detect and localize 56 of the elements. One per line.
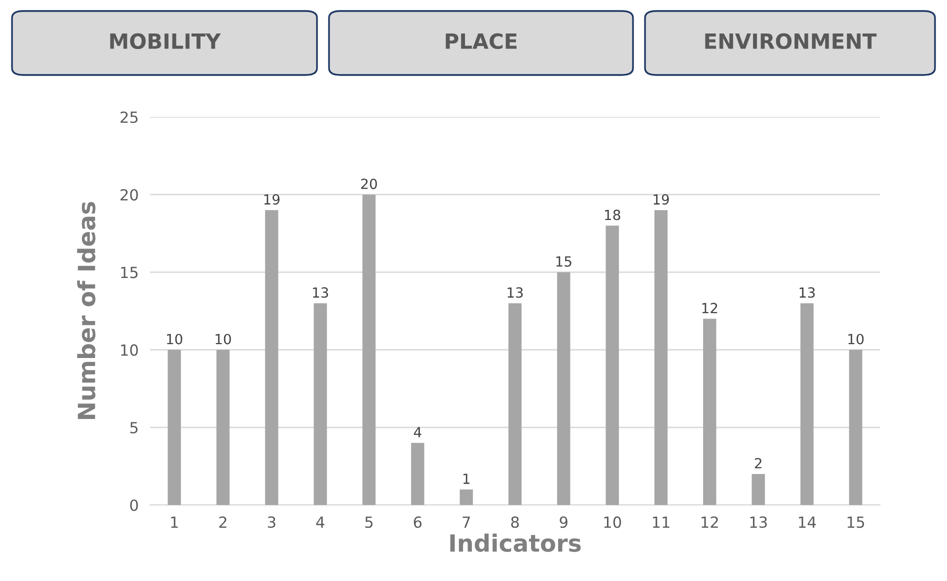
bar	[752, 474, 765, 505]
bar	[265, 210, 278, 505]
x-tick-label: 2	[219, 516, 226, 528]
y-tick-label: 20	[120, 189, 138, 201]
y-tick-label: 5	[130, 422, 138, 434]
x-tick-label: 9	[560, 516, 568, 528]
bar	[654, 210, 668, 505]
bar	[849, 350, 862, 505]
y-axis-title: Number of Ideas	[77, 202, 96, 420]
data-label: 20	[361, 178, 377, 190]
data-label: 15	[556, 256, 572, 267]
bar	[314, 303, 327, 505]
bar	[460, 489, 473, 505]
x-tick-label: 11	[652, 516, 670, 528]
data-label: 13	[508, 287, 523, 298]
x-tick-label: 14	[798, 516, 816, 528]
x-tick-label: 7	[462, 516, 470, 528]
text: ENVIRONMENT	[705, 33, 877, 50]
bar	[411, 442, 424, 505]
text: PLACE	[446, 33, 517, 50]
x-tick-label: 5	[365, 516, 373, 528]
data-label: 12	[702, 302, 718, 314]
data-label: 10	[848, 334, 864, 344]
y-tick-label: 10	[121, 344, 138, 356]
data-label: 1	[463, 474, 470, 484]
bar	[508, 303, 522, 505]
data-label: 18	[605, 210, 620, 220]
data-label: 13	[800, 287, 815, 298]
x-tick-label: 4	[316, 516, 324, 528]
x-tick-label: 8	[511, 516, 519, 528]
x-axis-title: Indicators	[450, 534, 581, 552]
x-tick-label: 12	[702, 516, 718, 528]
x-tick-label: 13	[750, 516, 767, 528]
bar	[362, 194, 376, 505]
bar	[168, 350, 181, 505]
bar	[216, 350, 230, 505]
data-label: 19	[264, 194, 280, 205]
data-label: 10	[167, 334, 182, 344]
data-label: 2	[754, 458, 762, 468]
y-tick-label: 25	[120, 111, 138, 124]
bar	[703, 318, 716, 505]
text: MOBILITY	[110, 33, 221, 50]
x-tick-label: 3	[268, 516, 276, 528]
bar	[800, 303, 814, 505]
data-label: 19	[654, 194, 669, 205]
bar	[557, 272, 570, 505]
y-tick-label: 0	[130, 499, 138, 512]
data-label: 13	[313, 287, 328, 298]
x-tick-label: 1	[171, 516, 178, 528]
x-tick-label: 15	[848, 516, 864, 528]
y-tick-label: 15	[121, 266, 138, 278]
data-label: 10	[216, 334, 231, 344]
bar	[606, 226, 619, 505]
x-tick-label: 6	[414, 516, 422, 528]
data-label: 4	[414, 427, 422, 438]
x-tick-label: 10	[604, 516, 622, 528]
